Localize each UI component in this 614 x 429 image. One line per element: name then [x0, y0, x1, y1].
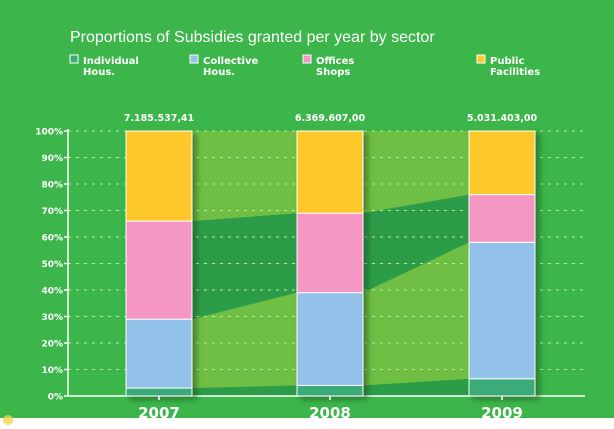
- bar-collective-hous--2008: [296, 292, 364, 386]
- legend-label: Hous.: [83, 67, 115, 78]
- legend-label: Shops: [316, 67, 350, 78]
- bar-public-facilities-2008: [296, 130, 364, 214]
- legend-label: Public: [490, 56, 524, 67]
- legend-label: Offices: [316, 56, 354, 67]
- bar-stack: [125, 130, 193, 397]
- y-tick-label: 70%: [41, 207, 63, 217]
- decorative-dot: [3, 415, 13, 425]
- y-tick-label: 80%: [41, 181, 63, 191]
- x-tick-label: 2008: [309, 404, 351, 422]
- band-3-0: [192, 131, 297, 222]
- band-2-0: [192, 213, 297, 320]
- y-tick-label: 0%: [48, 393, 63, 403]
- y-tick-label: 30%: [41, 313, 63, 323]
- bar-stack: [296, 130, 364, 397]
- bar-offices-shops-2007: [125, 220, 193, 320]
- bar-individual-hous--2009: [468, 378, 536, 397]
- x-tick-label: 2009: [481, 404, 523, 422]
- band-2-1: [363, 194, 469, 293]
- total-label: 7.185.537,41: [124, 113, 194, 124]
- y-tick-label: 50%: [41, 260, 63, 270]
- y-tick-label: 10%: [41, 366, 63, 376]
- band-1-1: [363, 242, 469, 386]
- y-tick-label: 40%: [41, 287, 63, 297]
- band-0-1: [363, 378, 469, 396]
- y-tick-label: 60%: [41, 234, 63, 244]
- legend-swatch: [302, 54, 312, 64]
- bar-stack: [468, 130, 536, 397]
- bar-public-facilities-2007: [125, 130, 193, 222]
- legend-swatch: [189, 54, 199, 64]
- total-label: 5.031.403,00: [467, 113, 538, 124]
- bar-collective-hous--2007: [125, 318, 193, 389]
- legend-swatch: [476, 54, 486, 64]
- bar-public-facilities-2009: [468, 130, 536, 196]
- bar-offices-shops-2008: [296, 212, 364, 294]
- chart-title: Proportions of Subsidies granted per yea…: [70, 29, 435, 46]
- legend-swatch: [69, 54, 79, 64]
- bar-individual-hous--2007: [125, 387, 193, 397]
- y-tick-label: 20%: [41, 340, 63, 350]
- legend-label: Individual: [83, 56, 139, 67]
- bar-individual-hous--2008: [296, 384, 364, 397]
- band-0-0: [192, 385, 297, 396]
- y-tick-label: 90%: [41, 154, 63, 164]
- y-tick-label: 100%: [35, 128, 63, 138]
- total-label: 6.369.607,00: [295, 113, 366, 124]
- bar-collective-hous--2009: [468, 241, 536, 380]
- legend-label: Facilities: [490, 67, 540, 78]
- band-3-1: [363, 131, 469, 214]
- legend-label: Hous.: [203, 67, 235, 78]
- x-tick-label: 2007: [138, 404, 180, 422]
- legend-label: Collective: [203, 56, 259, 67]
- bar-offices-shops-2009: [468, 194, 536, 243]
